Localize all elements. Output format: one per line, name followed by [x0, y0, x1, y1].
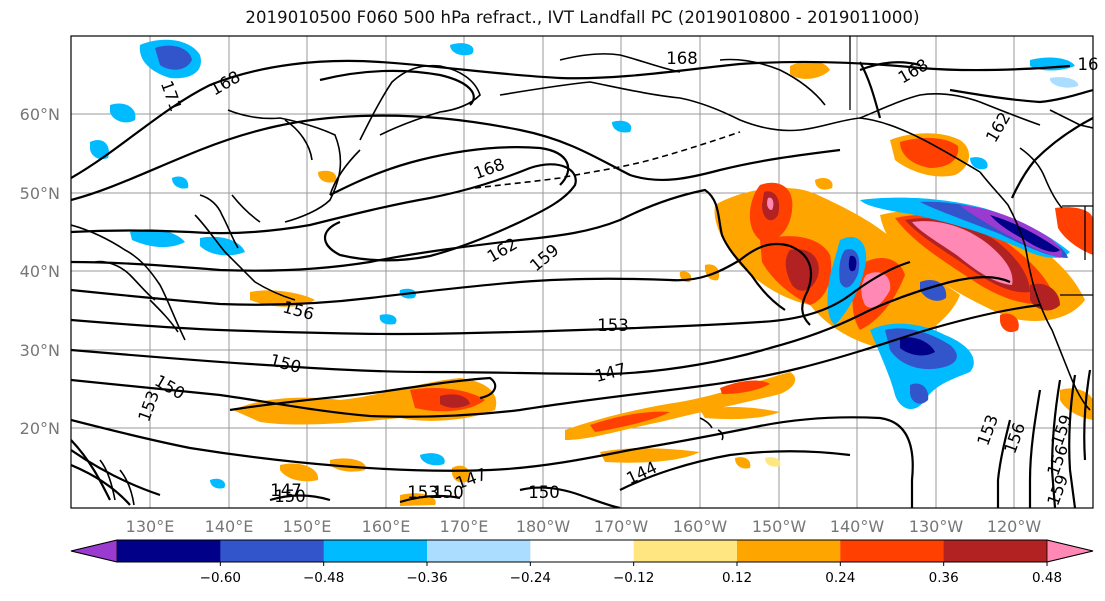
longitude-labels: 130°E 140°E 150°E 160°E 170°E 180°W 170°W 160°W…: [126, 517, 1042, 536]
contour-label: 153: [407, 483, 439, 502]
latitude-label: 50°N: [20, 184, 60, 203]
height-contours: [71, 59, 1093, 508]
contour-label: 168: [666, 49, 698, 68]
colorbar-swatch: [840, 540, 945, 562]
longitude-label: 140°W: [830, 517, 885, 536]
map-frame: [70, 35, 1094, 509]
longitude-label: 120°W: [987, 517, 1042, 536]
colorbar-swatch: [323, 540, 428, 562]
plot-title: 2019010500 F060 500 hPa refract., IVT La…: [245, 8, 920, 27]
colorbar-tick-label: 0.12: [722, 570, 752, 586]
colorbar-swatch: [427, 540, 531, 562]
colorbar-swatch: [633, 540, 738, 562]
longitude-label: 130°E: [126, 517, 175, 536]
longitude-label: 150°W: [752, 517, 807, 536]
longitude-label: 180°W: [516, 517, 571, 536]
longitude-label: 170°W: [594, 517, 649, 536]
contour-label: 150: [432, 483, 464, 502]
colorbar-overflow-triangle: [1046, 539, 1094, 563]
colorbar-underflow-triangle: [70, 539, 118, 563]
colorbar-tick-label: 0.24: [825, 570, 855, 586]
colorbar-tick-label: −0.48: [303, 570, 344, 586]
latitude-label: 40°N: [20, 262, 60, 281]
latitude-label: 30°N: [20, 341, 60, 360]
latitude-label: 60°N: [20, 105, 60, 124]
contour-label: 153: [597, 316, 629, 335]
colorbar-tick-label: −0.60: [200, 570, 241, 586]
longitude-label: 130°W: [909, 517, 964, 536]
longitude-label: 150°E: [283, 517, 332, 536]
longitude-label: 160°E: [362, 517, 411, 536]
contour-label: 16: [1078, 55, 1099, 74]
contour-label: 150: [274, 487, 306, 506]
colorbar-swatch: [943, 540, 1048, 562]
contour-label: 150: [528, 483, 560, 502]
colorbar-tick-label: −0.12: [613, 570, 654, 586]
latitude-label: 20°N: [20, 419, 60, 438]
colorbar-swatch: [530, 540, 635, 562]
colorbar-swatch: [737, 540, 841, 562]
longitude-label: 170°E: [440, 517, 489, 536]
longitude-label: 160°W: [673, 517, 728, 536]
colorbar-tick-label: 0.48: [1032, 570, 1062, 586]
colorbar-tick-label: −0.36: [406, 570, 447, 586]
longitude-label: 140°E: [205, 517, 254, 536]
colorbar-tick-label: −0.24: [510, 570, 551, 586]
colorbar-tick-label: 0.36: [929, 570, 959, 586]
colorbar-swatch: [117, 540, 221, 562]
contour-label: 147: [270, 481, 302, 500]
latitude-labels: 60°N 50°N 40°N 30°N 20°N: [20, 105, 60, 438]
colorbar-outline: [70, 539, 1094, 563]
colorbar-swatch: [220, 540, 325, 562]
colorbar: −0.60 −0.48 −0.36 −0.24 −0.12 0.12 0.24 0.36 0.4…: [70, 539, 1094, 586]
